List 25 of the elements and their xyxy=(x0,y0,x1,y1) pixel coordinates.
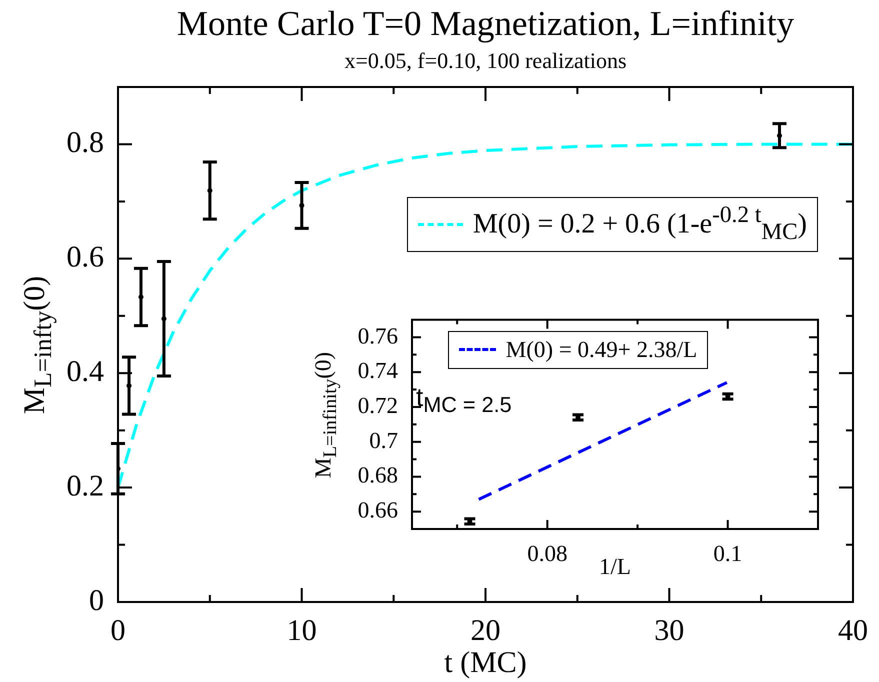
legend-label: M(0) = 0.49+ 2.38/L xyxy=(506,336,698,364)
x-tick-label: 20 xyxy=(470,614,500,647)
y-tick-label: 0.72 xyxy=(358,393,398,418)
y-tick-label: 0.7 xyxy=(369,428,398,453)
y-tick-label: 0.68 xyxy=(358,462,398,488)
y-tick-label: 0.8 xyxy=(66,126,104,160)
y-tick-label: 0.74 xyxy=(358,358,398,384)
legend-label: M(0) = 0.2 + 0.6 (1-e$^{-0.2 t}$$_{MC}$) xyxy=(472,202,807,247)
x-tick-label: 10 xyxy=(286,614,317,647)
y-tick-label: 0 xyxy=(89,584,104,617)
x-tick-label: 30 xyxy=(654,614,684,647)
x-tick-label: 0 xyxy=(110,614,126,647)
chart-title: Monte Carlo T=0 Magnetization, L=infinity xyxy=(176,4,796,43)
x-tick-label: 0.1 xyxy=(713,540,742,566)
y-tick-label: 0.4 xyxy=(66,354,104,388)
x-tick-label: 0.08 xyxy=(527,540,568,566)
chart-subtitle: x=0.05, f=0.10, 100 realizations xyxy=(343,48,628,73)
y-tick-label: 0.6 xyxy=(66,240,104,274)
x-axis-title: 1/L xyxy=(599,554,631,579)
x-axis-title: t (MC) xyxy=(443,646,528,679)
y-tick-label: 0.2 xyxy=(66,469,104,502)
y-tick-label: 0.76 xyxy=(358,323,398,348)
x-tick-label: 40 xyxy=(838,614,868,647)
annotation: t$_{MC = 2.5}$ xyxy=(416,382,512,418)
y-tick-label: 0.66 xyxy=(358,498,398,523)
